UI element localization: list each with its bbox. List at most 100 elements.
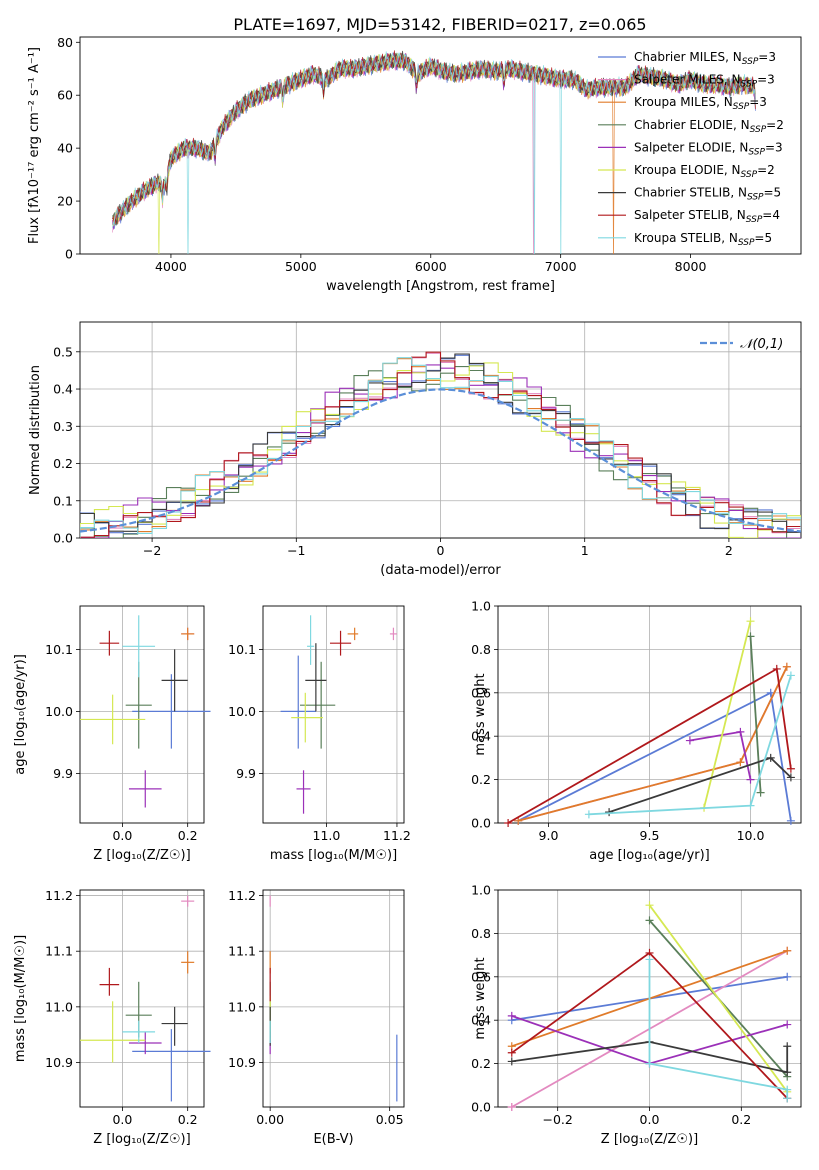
legend-nssp-prefix: , N — [733, 118, 750, 132]
legend-series-name: Kroupa ELODIE — [634, 163, 724, 177]
spectrum-line-salpeter-stelib — [112, 50, 756, 226]
weight-marker — [746, 775, 755, 784]
y-tick-label: 0.8 — [471, 926, 491, 941]
panels-layer: 4000 5000 6000 7000 8000020406080wavelength … — [13, 35, 802, 1147]
x-tick-label: −2 — [143, 543, 161, 558]
legend-label: Salpeter ELODIE, NSSP=3 — [634, 140, 783, 157]
panel-residual-hist: −2 −1 0 1 2 0.0 0.1 0.2 0.3 0.4 0.5 (data-model)/er… — [28, 321, 802, 578]
errorbar-point — [291, 692, 323, 743]
weight-marker — [605, 808, 614, 817]
weight-marker — [736, 727, 745, 736]
y-axis-label: Normed distribution — [28, 365, 43, 495]
panel-massweight-vs-age: 9.0 9.5 10.0 0.0 0.2 0.4 0.6 0.8 1.0 age [log₁₀(a… — [471, 599, 802, 863]
axes-frame — [262, 605, 405, 824]
legend-label: Kroupa STELIB, NSSP=5 — [634, 231, 772, 248]
legend-subscript: SSP — [742, 57, 759, 67]
legend-series-name: Chabrier STELIB — [634, 186, 730, 200]
panel-age-vs-mass: 11.0 11.2 9.9 10.0 10.1 mass [log₁₀(M/M☉)] — [228, 605, 411, 863]
weight-marker — [507, 1057, 516, 1066]
weight-marker — [783, 1020, 792, 1029]
weight-marker — [645, 955, 654, 964]
legend-series-name: Kroupa STELIB — [634, 231, 721, 245]
y-axis-label: mass weight — [473, 673, 488, 755]
x-tick-label: 0.2 — [178, 828, 198, 843]
y-tick-label: 0.3 — [53, 419, 73, 434]
weight-marker — [766, 753, 775, 762]
weight-marker — [746, 801, 755, 810]
histogram-kroupa-stelib — [80, 357, 801, 538]
y-tick-label: 0 — [65, 247, 73, 262]
y-tick-label: 60 — [57, 88, 73, 103]
legend-label: Salpeter MILES, NSSP=3 — [634, 73, 775, 90]
y-tick-label: 0.1 — [53, 493, 73, 508]
y-tick-label: 0.5 — [53, 344, 73, 359]
weight-line — [517, 691, 792, 822]
x-axis-label: Z [log₁₀(Z/Z☉)] — [601, 1132, 698, 1147]
weight-marker — [504, 819, 513, 827]
legend-nssp-value: =5 — [754, 231, 772, 245]
axes-frame — [262, 889, 405, 1108]
x-tick-label: 9.5 — [640, 828, 660, 843]
y-tick-label: 11.1 — [45, 944, 73, 959]
x-tick-label: 9.0 — [539, 828, 559, 843]
histogram-salpeter-stelib — [80, 351, 801, 538]
weight-marker — [783, 1068, 792, 1077]
weight-marker — [783, 1085, 792, 1094]
x-tick-label: 0.0 — [112, 1112, 132, 1127]
y-tick-label: 1.0 — [471, 883, 491, 898]
x-tick-label: 0.2 — [731, 1112, 751, 1127]
legend-nssp-prefix: , N — [724, 73, 741, 87]
y-tick-label: 0.6 — [471, 685, 491, 700]
panel-massweight-vs-Z: −0.2 0.0 0.2 0.0 0.2 0.4 0.6 0.8 1.0 Z [log₁₀(Z/Z… — [471, 883, 802, 1147]
x-tick-label: 0.0 — [640, 1112, 660, 1127]
y-tick-label: 11.2 — [228, 888, 256, 903]
errorbar-point — [80, 1001, 146, 1063]
weight-series — [746, 632, 765, 797]
errorbar-point — [99, 967, 120, 996]
weight-marker — [584, 810, 593, 819]
legend-nssp-value: =4 — [762, 208, 780, 222]
weight-line — [703, 620, 752, 809]
legend-series-name: Kroupa MILES — [634, 95, 716, 109]
y-tick-label: 10.1 — [228, 642, 256, 657]
legend-label: Salpeter STELIB, NSSP=4 — [634, 208, 780, 225]
panel-age-vs-Z: 0.0 0.2 9.9 10.0 10.1 Z [log₁₀(Z/Z☉)] age [log… — [13, 605, 211, 863]
legend-subscript: SSP — [741, 170, 758, 180]
x-tick-label: 11.0 — [313, 828, 341, 843]
y-tick-label: 11.2 — [45, 888, 73, 903]
y-tick-label: 0.2 — [471, 1056, 491, 1071]
y-tick-label: 10.9 — [45, 1055, 73, 1070]
errorbar-point — [181, 951, 195, 974]
y-tick-label: 0.2 — [53, 456, 73, 471]
errorbar-point — [99, 630, 120, 656]
x-tick-label: 5000 — [285, 259, 317, 274]
weight-marker — [782, 662, 791, 671]
weight-marker — [783, 972, 792, 981]
axes-frame — [497, 605, 802, 824]
legend-series-name: Chabrier MILES — [634, 50, 725, 64]
y-tick-label: 0.6 — [471, 969, 491, 984]
weight-marker — [786, 773, 795, 782]
legend-series-name: Salpeter STELIB — [634, 208, 729, 222]
y-tick-label: 0.4 — [471, 1013, 491, 1028]
y-axis-label: Flux [fλ10⁻¹⁷ erg cm⁻² s⁻¹ A⁻¹] — [27, 47, 42, 244]
y-tick-label: 40 — [57, 141, 73, 156]
legend-nssp-value: =2 — [766, 118, 784, 132]
weight-marker — [786, 816, 795, 825]
x-axis-label: E(B-V) — [313, 1132, 353, 1147]
axes-frame — [79, 605, 205, 824]
legend-series-name: Salpeter ELODIE — [634, 140, 732, 154]
weight-series — [584, 671, 795, 819]
x-tick-label: −1 — [287, 543, 305, 558]
y-axis-label: age [log₁₀(age/yr)] — [13, 654, 28, 775]
errorbar-point — [132, 674, 211, 749]
legend-subscript: SSP — [748, 147, 765, 157]
weight-series — [507, 1037, 792, 1077]
x-axis-label: mass [log₁₀(M/M☉)] — [270, 848, 397, 863]
errorbar-point — [305, 643, 327, 712]
x-axis-label: age [log₁₀(age/yr)] — [589, 848, 710, 863]
weight-marker — [507, 1011, 516, 1020]
weight-series — [514, 688, 795, 825]
weight-marker — [685, 736, 694, 745]
weight-series — [645, 955, 792, 1103]
